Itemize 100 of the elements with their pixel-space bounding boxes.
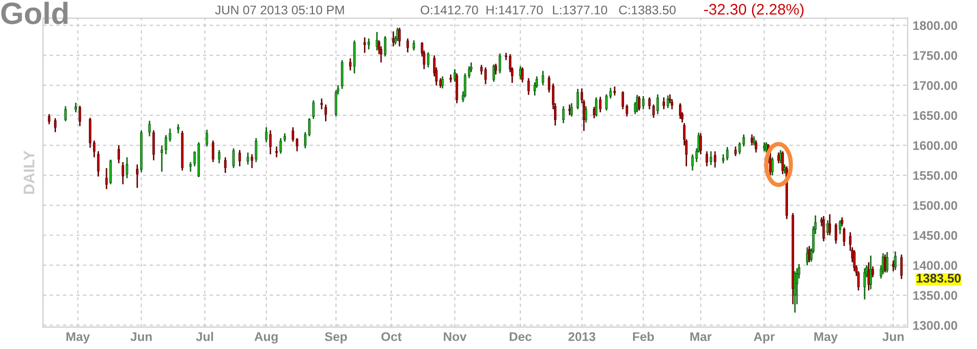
candlestick [872,266,874,278]
candlestick [568,104,571,116]
candlestick [254,137,258,163]
x-tick-label: Nov [444,332,467,342]
candlestick [765,142,768,154]
candlestick [269,130,272,155]
candlestick [678,102,682,120]
candlestick [426,52,430,68]
candlestick [136,164,138,189]
candlestick [842,226,846,247]
y-tick-label: 1500.00 [913,201,958,210]
candlestick [714,150,716,168]
candlestick [324,104,327,122]
candlestick [109,158,112,185]
y-tick-label: 1650.00 [913,111,958,120]
text: L:1377.10 [553,6,608,14]
text: H:1417.70 [486,6,543,14]
candlestick [662,96,666,110]
candlestick [74,102,77,113]
candlestick [164,134,168,155]
candlestick [699,132,702,155]
candlestick [464,72,466,98]
y-tick-label: 1450.00 [913,231,958,240]
x-tick-label: Mar [690,332,712,342]
x-tick-label: Dec [510,332,532,342]
candlestick [363,36,366,54]
candlestick [238,149,241,167]
candlestick [638,95,640,112]
y-tick-label: 1400.00 [913,261,958,270]
candlestick [206,129,208,148]
candlestick [412,40,416,52]
y-tick-label: 1600.00 [913,141,958,150]
candlestick [152,130,155,161]
candlestick [609,87,612,100]
y-tick-label: 1350.00 [913,291,958,300]
candlestick [484,66,487,85]
candlestick [771,156,774,176]
x-tick-label: Jun [130,332,152,342]
candlestick [886,251,888,274]
candlestick [224,156,227,174]
candlestick [368,38,370,50]
candlestick [78,105,82,127]
y-tick-label: 1750.00 [913,51,958,60]
candlestick [275,146,278,158]
candlestick [292,126,294,142]
candlestick [853,250,856,272]
text: 1383.50 [916,274,961,283]
y-tick-label: 1550.00 [913,171,958,180]
candlestick [498,52,502,74]
candlestick [666,94,670,109]
y-tick-label: 1700.00 [913,81,958,90]
candlestick [734,146,737,157]
y-tick-label: 1800.00 [913,21,958,30]
candlestick [118,144,120,164]
candlestick [296,137,298,152]
candlestick [828,214,831,236]
candlestick [599,96,602,113]
text: O:1412.70 [420,6,478,14]
x-tick-label: Jul [196,332,213,342]
candlestick [376,31,378,52]
candlestick [822,215,825,242]
candlestick [652,104,655,118]
candlestick [562,106,565,124]
x-tick-label: Sep [324,332,347,344]
candlestick [340,59,344,90]
x-tick-label: Oct [381,332,402,342]
candlestick [406,38,409,54]
candlestick [894,250,897,271]
candlestick [642,95,645,110]
candlestick [97,150,100,178]
candlestick [279,137,282,154]
text: C:1383.50 [619,6,676,14]
candlestick [542,70,544,86]
candlestick [392,30,395,48]
candlestick [232,148,235,169]
candlestick [88,117,92,148]
x-tick-label: Jun [882,332,904,342]
candlestick [122,161,124,185]
chart-title: Gold [1,2,68,24]
x-tick-label: May [814,332,838,344]
candlestick [576,88,579,110]
x-tick-label: Feb [633,332,654,342]
candlestick [521,66,524,84]
candlestick [570,102,573,118]
candlestick [870,254,872,290]
candlestick [48,113,50,125]
candlestick [494,63,498,76]
candlestick [605,94,608,112]
candlestick [396,27,399,42]
candlestick [863,268,866,300]
x-tick-label: Apr [754,332,775,344]
candlestick [454,68,456,82]
candlestick [594,96,598,118]
candlestick [54,118,56,133]
candlestick [527,77,530,96]
candlestick [212,140,214,163]
candlestick [584,106,588,124]
candlestick [246,152,250,166]
candlestick [320,98,323,110]
candlestick [726,146,729,161]
